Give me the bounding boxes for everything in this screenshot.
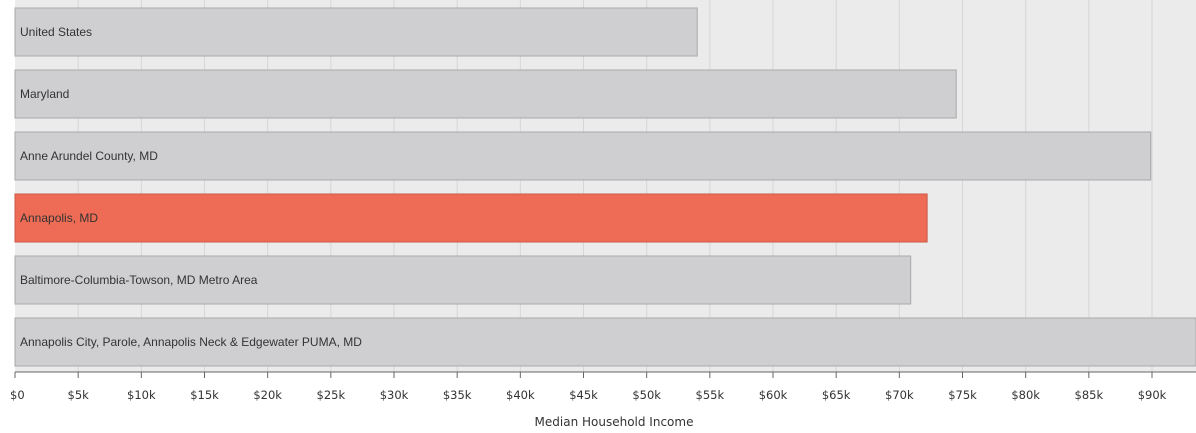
bar[interactable] — [14, 131, 1152, 181]
x-tick-label: $50k — [632, 388, 661, 402]
x-tick-label: $75k — [948, 388, 977, 402]
x-tick-label: $90k — [1138, 388, 1167, 402]
bar-label: Maryland — [20, 87, 69, 101]
x-tick-label: $20k — [253, 388, 282, 402]
bar-label: Annapolis, MD — [20, 211, 98, 225]
x-tick-label: $35k — [443, 388, 472, 402]
bar[interactable] — [14, 255, 912, 305]
x-axis: $0 $5k $10k $15k $20k $25k $30k $35k $40k $45k $50… — [10, 371, 1196, 402]
x-tick-label: $55k — [696, 388, 725, 402]
x-tick-label: $40k — [506, 388, 535, 402]
bar-label: Baltimore-Columbia-Towson, MD Metro Area — [20, 273, 258, 287]
x-axis-title: Median Household Income — [535, 415, 694, 429]
bar-label: Anne Arundel County, MD — [20, 149, 158, 163]
grid-lines — [77, 0, 1153, 372]
bar-label: Annapolis City, Parole, Annapolis Neck &… — [20, 335, 362, 349]
x-tick-label: $70k — [885, 388, 914, 402]
bar[interactable] — [14, 69, 957, 119]
bar-highlighted[interactable] — [14, 193, 928, 243]
bars: United States Maryland Anne Arundel County… — [14, 7, 1196, 367]
x-tick-label: $45k — [569, 388, 598, 402]
bar-label: United States — [20, 25, 92, 39]
x-tick-label: $30k — [380, 388, 409, 402]
x-tick-label: $0 — [10, 388, 25, 402]
x-tick-label: $15k — [190, 388, 219, 402]
bar[interactable] — [14, 7, 698, 57]
x-tick-label: $85k — [1075, 388, 1104, 402]
x-tick-label: $5k — [68, 388, 90, 402]
x-tick-label: $80k — [1011, 388, 1040, 402]
x-tick-label: $10k — [127, 388, 156, 402]
bar[interactable] — [14, 317, 1196, 367]
x-tick-label: $25k — [317, 388, 346, 402]
x-tick-label: $60k — [759, 388, 788, 402]
plot-background — [15, 0, 1196, 372]
x-tick-label: $65k — [822, 388, 851, 402]
